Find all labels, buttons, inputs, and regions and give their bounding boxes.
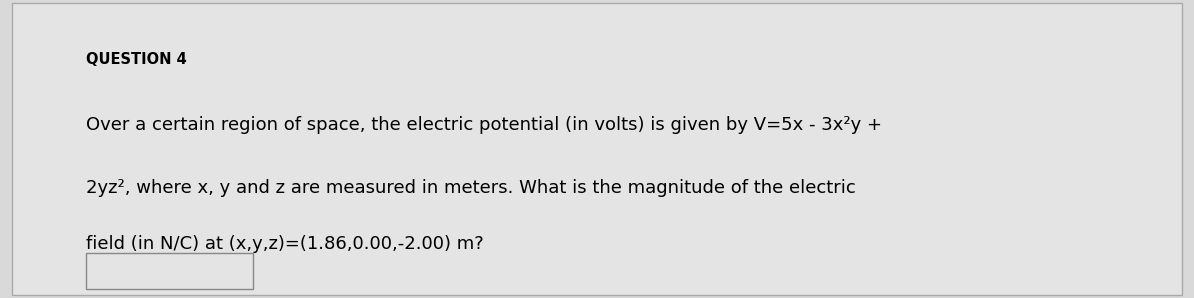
Text: QUESTION 4: QUESTION 4 [86,52,186,67]
Text: field (in N/C) at (x,y,z)=(1.86,0.00,-2.00) m?: field (in N/C) at (x,y,z)=(1.86,0.00,-2.… [86,235,484,253]
Text: 2yz², where x, y and z are measured in meters. What is the magnitude of the elec: 2yz², where x, y and z are measured in m… [86,179,856,197]
FancyBboxPatch shape [12,3,1182,295]
FancyBboxPatch shape [86,253,253,289]
Text: Over a certain region of space, the electric potential (in volts) is given by V=: Over a certain region of space, the elec… [86,116,882,134]
